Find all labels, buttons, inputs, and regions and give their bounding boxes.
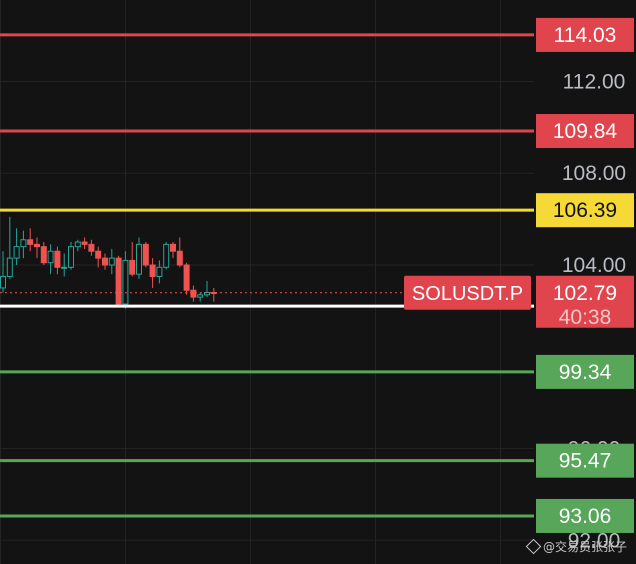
price-level-tag-label: 109.84 <box>553 120 618 143</box>
price-level-tag <box>536 17 634 52</box>
candle-body <box>156 266 163 277</box>
candle-body <box>163 243 170 268</box>
candle-body <box>40 246 47 264</box>
symbol-tag <box>404 275 531 310</box>
candle-body <box>74 241 81 248</box>
candle-body <box>136 243 142 275</box>
binance-diamond-icon <box>525 538 542 555</box>
candles <box>0 216 217 309</box>
price-level-tag <box>536 114 634 149</box>
candle-body <box>190 289 197 298</box>
y-axis-tick-label: 104.00 <box>562 254 626 277</box>
candle-body <box>81 241 88 245</box>
candle-body <box>115 257 122 305</box>
candle-body <box>47 250 54 264</box>
candle-body <box>54 250 61 268</box>
price-level-tag <box>536 193 634 228</box>
candle-body <box>122 259 129 305</box>
bar-countdown-label: 40:38 <box>559 306 612 329</box>
last-price-tag <box>536 275 634 328</box>
symbol-label: SOLUSDT.P <box>412 283 523 305</box>
candle-body <box>95 250 102 259</box>
candle-body <box>0 275 6 289</box>
candle-body <box>20 239 27 248</box>
price-tags: 114.03109.84106.39102.2199.3495.4793.06S… <box>404 17 634 533</box>
candle-body <box>61 266 68 269</box>
price-level-tag <box>536 443 634 478</box>
price-level-tag-label: 106.39 <box>553 199 617 222</box>
watermark-text: @交易员张张子 <box>543 540 628 554</box>
candle-body <box>142 243 149 266</box>
price-level-tag-label: 99.34 <box>559 361 612 384</box>
candle-body <box>102 257 108 266</box>
candle-body <box>27 239 34 245</box>
price-level-tag <box>536 354 634 389</box>
y-axis-tick-label: 108.00 <box>562 162 626 185</box>
watermark: @交易员张张子 <box>525 538 628 555</box>
price-level-tag-label: 93.06 <box>559 505 612 528</box>
candle-body <box>149 264 156 277</box>
candle-body <box>170 243 176 252</box>
candle-body <box>6 257 13 277</box>
candle-body <box>176 250 183 266</box>
candle-body <box>183 264 190 291</box>
candle-body <box>197 294 204 298</box>
candle-body <box>88 243 95 252</box>
candle-body <box>13 246 20 259</box>
last-price-label: 102.79 <box>553 282 617 305</box>
candle-body <box>34 243 40 248</box>
candle-body <box>108 257 115 266</box>
candle-body <box>129 259 136 275</box>
y-axis-tick-label: 112.00 <box>563 70 626 93</box>
price-level-tag-label: 95.47 <box>559 450 612 473</box>
candle-body <box>68 246 74 268</box>
y-axis-tick-label: 92.00 <box>568 529 621 552</box>
price-level-tag <box>536 498 634 533</box>
price-level-tag-label: 114.03 <box>554 24 617 47</box>
